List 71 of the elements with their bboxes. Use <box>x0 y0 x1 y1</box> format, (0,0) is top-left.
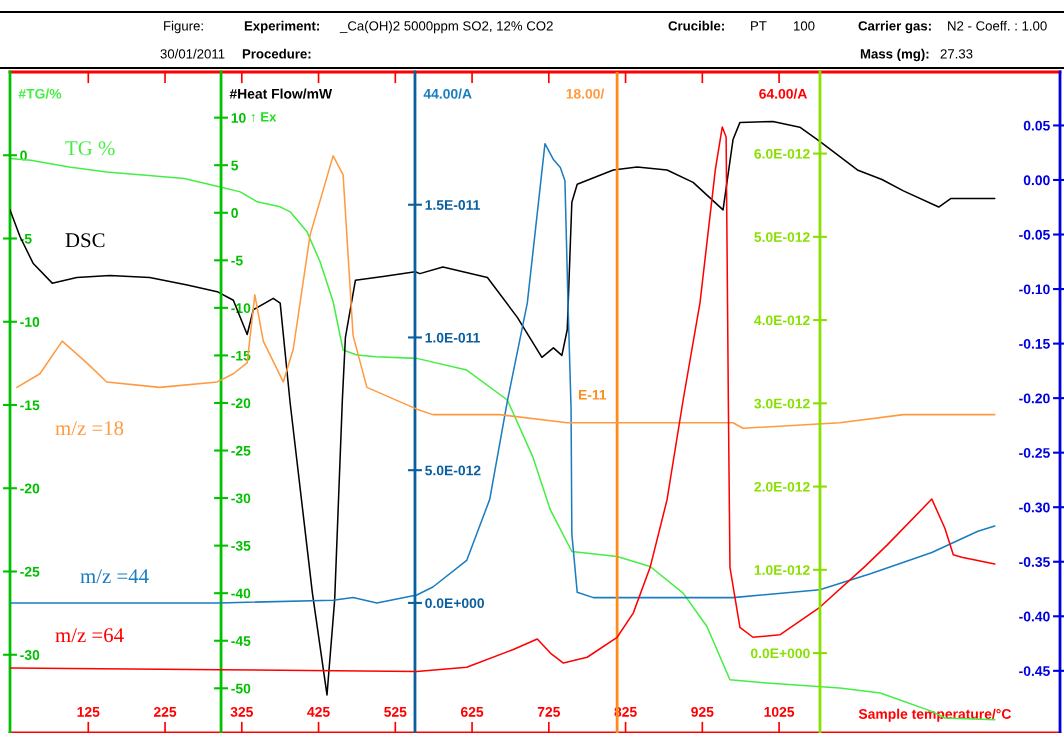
y2-tick-label: -0.15 <box>1019 338 1050 349</box>
y-axis-title: #TG/% <box>18 88 62 99</box>
y3-tick-label: 1.0E-011 <box>425 332 480 343</box>
y2-tick-label: -50 <box>231 683 251 694</box>
y2-tick-label: -0.05 <box>1019 229 1050 240</box>
text: 30/01/2011 <box>160 48 225 59</box>
y2-tick-label: -0.30 <box>1019 502 1050 513</box>
text: 100 <box>794 21 815 31</box>
text: N2 - Coeff. : 1.00 <box>948 20 1047 31</box>
text: Figure: <box>164 20 203 34</box>
text: Crucible: <box>668 20 724 31</box>
y-tick-label: -20 <box>20 483 40 494</box>
series-label: TG % <box>65 141 115 156</box>
annotation: E-11 <box>578 390 607 400</box>
text: Mass (mg): <box>860 48 929 62</box>
y-tick-label: -15 <box>20 400 40 411</box>
x-tick-label: 525 <box>384 706 407 717</box>
text: PT <box>751 21 767 31</box>
y-tick-label: 4.0E-012 <box>754 315 810 326</box>
y2-tick-label: -0.20 <box>1019 393 1050 404</box>
text: Carrier gas: <box>858 20 931 34</box>
y-tick-label: 2.0E-012 <box>754 481 810 492</box>
series-label: DSC <box>65 233 105 248</box>
text: 27.33 <box>940 49 973 59</box>
x-tick-label: 225 <box>153 706 177 717</box>
y3-tick-label: 0.0E+000 <box>425 598 484 609</box>
text: Experiment: <box>244 20 319 34</box>
y-axis-title: 64.00/A <box>759 88 808 99</box>
text: Procedure: <box>242 48 311 59</box>
y-tick-label: -30 <box>20 650 40 660</box>
x-tick-label: 1025 <box>764 706 795 717</box>
y-tick-label: -10 <box>20 317 40 327</box>
y2-tick-label: -0.45 <box>1019 666 1050 676</box>
y-tick-label: 6.0E-012 <box>754 148 810 159</box>
y-tick-label: -25 <box>20 566 40 577</box>
y-axis-title: 18.00/ <box>566 88 605 99</box>
y2-tick-label: 0 <box>231 208 238 218</box>
series-label: m/z =64 <box>55 628 124 643</box>
y2-tick-label: 10 <box>231 112 246 123</box>
y2-tick-label: 5 <box>231 160 239 171</box>
y2-tick-label: 0.00 <box>1023 175 1050 186</box>
y2-tick-label: 0.05 <box>1023 120 1050 131</box>
annotation: ↑ Ex <box>251 112 277 122</box>
y-tick-label: 1.0E-012 <box>754 565 810 575</box>
y3-axis-title: 44.00/A <box>423 88 472 99</box>
y3-tick-label: 1.5E-011 <box>425 200 480 210</box>
y2-tick-label: -5 <box>231 255 243 266</box>
x-tick-label: 725 <box>537 706 561 717</box>
x-tick-label: 325 <box>230 706 253 717</box>
y-tick-label: 0.0E+000 <box>750 648 810 659</box>
y2-tick-label: -0.25 <box>1019 448 1050 458</box>
y2-tick-label: -0.10 <box>1019 284 1050 295</box>
y-tick-label: 5.0E-012 <box>754 232 810 242</box>
y2-tick-label: -25 <box>231 445 251 456</box>
y-tick-label: 3.0E-012 <box>754 398 810 409</box>
y2-tick-label: -20 <box>231 398 251 409</box>
x-tick-label: 425 <box>307 706 330 717</box>
series-label: m/z =44 <box>80 569 149 584</box>
series-label: m/z =18 <box>55 421 124 436</box>
x-tick-label: 925 <box>691 706 714 717</box>
y2-tick-label: -35 <box>231 540 251 551</box>
x-tick-label: 625 <box>460 706 484 717</box>
y3-tick-label: 5.0E-012 <box>425 465 481 476</box>
y2-tick-label: -0.40 <box>1019 611 1050 622</box>
text: _Ca(OH)2 5000ppm SO2, 12% CO2 <box>339 20 553 34</box>
y2-tick-label: -30 <box>231 493 251 504</box>
y2-tick-label: -40 <box>231 588 251 599</box>
x-tick-label: 125 <box>77 706 100 717</box>
y2-tick-label: -0.35 <box>1019 557 1050 567</box>
y2-tick-label: -45 <box>231 636 251 646</box>
y2-axis-title: #Heat Flow/mW <box>229 88 333 99</box>
